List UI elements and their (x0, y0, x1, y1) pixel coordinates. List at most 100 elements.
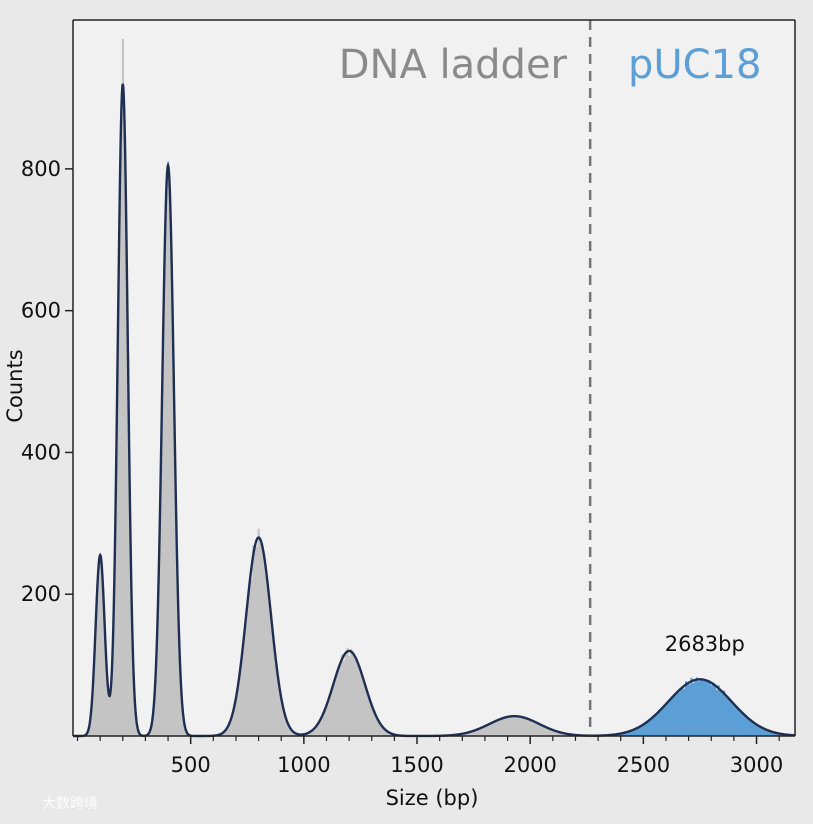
histogram-bar (706, 680, 709, 736)
histogram-bar (632, 730, 635, 736)
histogram-bar (473, 730, 476, 736)
x-tick-label: 500 (171, 753, 211, 777)
histogram-bar (255, 546, 258, 736)
histogram-bar (321, 717, 324, 736)
histogram-bar (243, 630, 246, 736)
histogram-bar (234, 702, 237, 736)
histogram-bar (384, 729, 387, 736)
histogram-bar (377, 720, 380, 736)
histogram-bar (737, 709, 740, 736)
x-axis-label: Size (bp) (386, 786, 479, 810)
histogram-bar (742, 715, 746, 736)
histogram-bar (130, 609, 134, 736)
histogram-bar (474, 730, 478, 736)
x-tick-label: 2500 (617, 753, 670, 777)
histogram-bar (522, 716, 525, 736)
histogram-bar (89, 718, 92, 736)
histogram-bar (634, 728, 637, 736)
histogram-bar (545, 727, 548, 736)
histogram-bar (686, 684, 689, 736)
histogram-bar (627, 731, 630, 736)
histogram-bars (85, 38, 794, 737)
histogram-bar (670, 698, 673, 736)
histogram-bar (359, 668, 362, 736)
histogram-bar (362, 678, 365, 736)
histogram-bar (752, 722, 755, 736)
histogram-bar (364, 685, 367, 736)
histogram-bar (628, 731, 631, 736)
histogram-bar (690, 677, 693, 736)
histogram-bar (543, 726, 546, 736)
histogram-bar (127, 355, 130, 736)
histogram-bar (509, 715, 512, 736)
histogram-bar (484, 726, 487, 736)
histogram-bar (735, 706, 738, 736)
histogram-bar (123, 152, 126, 736)
histogram-bar (118, 240, 121, 737)
histogram-bar (96, 594, 99, 736)
histogram-bar (335, 671, 338, 736)
histogram-bar (324, 707, 327, 736)
histogram-bar (239, 669, 242, 736)
x-tick-label: 1500 (390, 753, 443, 777)
histogram-bar (666, 701, 670, 736)
histogram-bar (753, 723, 756, 736)
histogram-bar (713, 684, 717, 736)
histogram-bar (129, 522, 132, 736)
histogram-bar (677, 692, 680, 736)
histogram-bar (777, 733, 780, 736)
histogram-bar (116, 359, 119, 736)
histogram-bar (505, 717, 508, 736)
histogram-bar (748, 720, 751, 736)
histogram-bar (688, 684, 691, 736)
histogram-bar (379, 722, 382, 736)
histogram-bar (775, 733, 778, 736)
histogram-bar (532, 721, 536, 736)
histogram-bar (101, 590, 105, 736)
histogram-bar (692, 683, 695, 736)
histogram-bar (556, 731, 559, 736)
histogram-bar (312, 729, 315, 736)
histogram-bar (516, 716, 519, 736)
histogram-bar (757, 725, 760, 736)
histogram-bar (257, 528, 260, 736)
histogram-bar (652, 715, 655, 736)
histogram-bar (654, 715, 657, 736)
histogram-bar (739, 710, 742, 736)
y-axis-label: Counts (3, 349, 27, 422)
histogram-bar (551, 729, 554, 736)
histogram-bar (525, 718, 528, 736)
histogram-bar (464, 733, 467, 736)
histogram-bar (292, 731, 295, 736)
histogram-bar (480, 727, 483, 736)
histogram-bar (254, 547, 257, 736)
histogram-bar (273, 652, 277, 736)
histogram-bar (388, 732, 391, 736)
histogram-bar (487, 724, 490, 736)
histogram-bar (178, 629, 181, 736)
histogram-bar (496, 721, 499, 736)
histogram-bar (369, 703, 373, 736)
histogram-bar (288, 726, 291, 736)
histogram-bar (685, 681, 688, 736)
histogram-bar (712, 682, 715, 736)
histogram-bar (759, 726, 762, 736)
histogram-bar (250, 579, 253, 736)
histogram-bar (641, 725, 644, 736)
histogram-bar (112, 607, 115, 736)
histogram-bar (639, 726, 642, 736)
histogram-bar (621, 733, 624, 736)
histogram-bar (241, 651, 244, 736)
ladder-region-label: DNA ladder (339, 42, 568, 88)
histogram-bar (681, 686, 684, 736)
x-axis-ticks: 500 1000 1500 2000 2500 3000 (76, 736, 783, 777)
histogram-bar (514, 716, 517, 736)
histogram-bar (657, 710, 660, 736)
histogram-bar (315, 726, 318, 736)
histogram-bar (107, 690, 110, 736)
histogram-bar (167, 178, 170, 737)
histogram-bar (518, 716, 521, 736)
histogram-bar (293, 732, 297, 736)
histogram-bar (366, 693, 369, 736)
